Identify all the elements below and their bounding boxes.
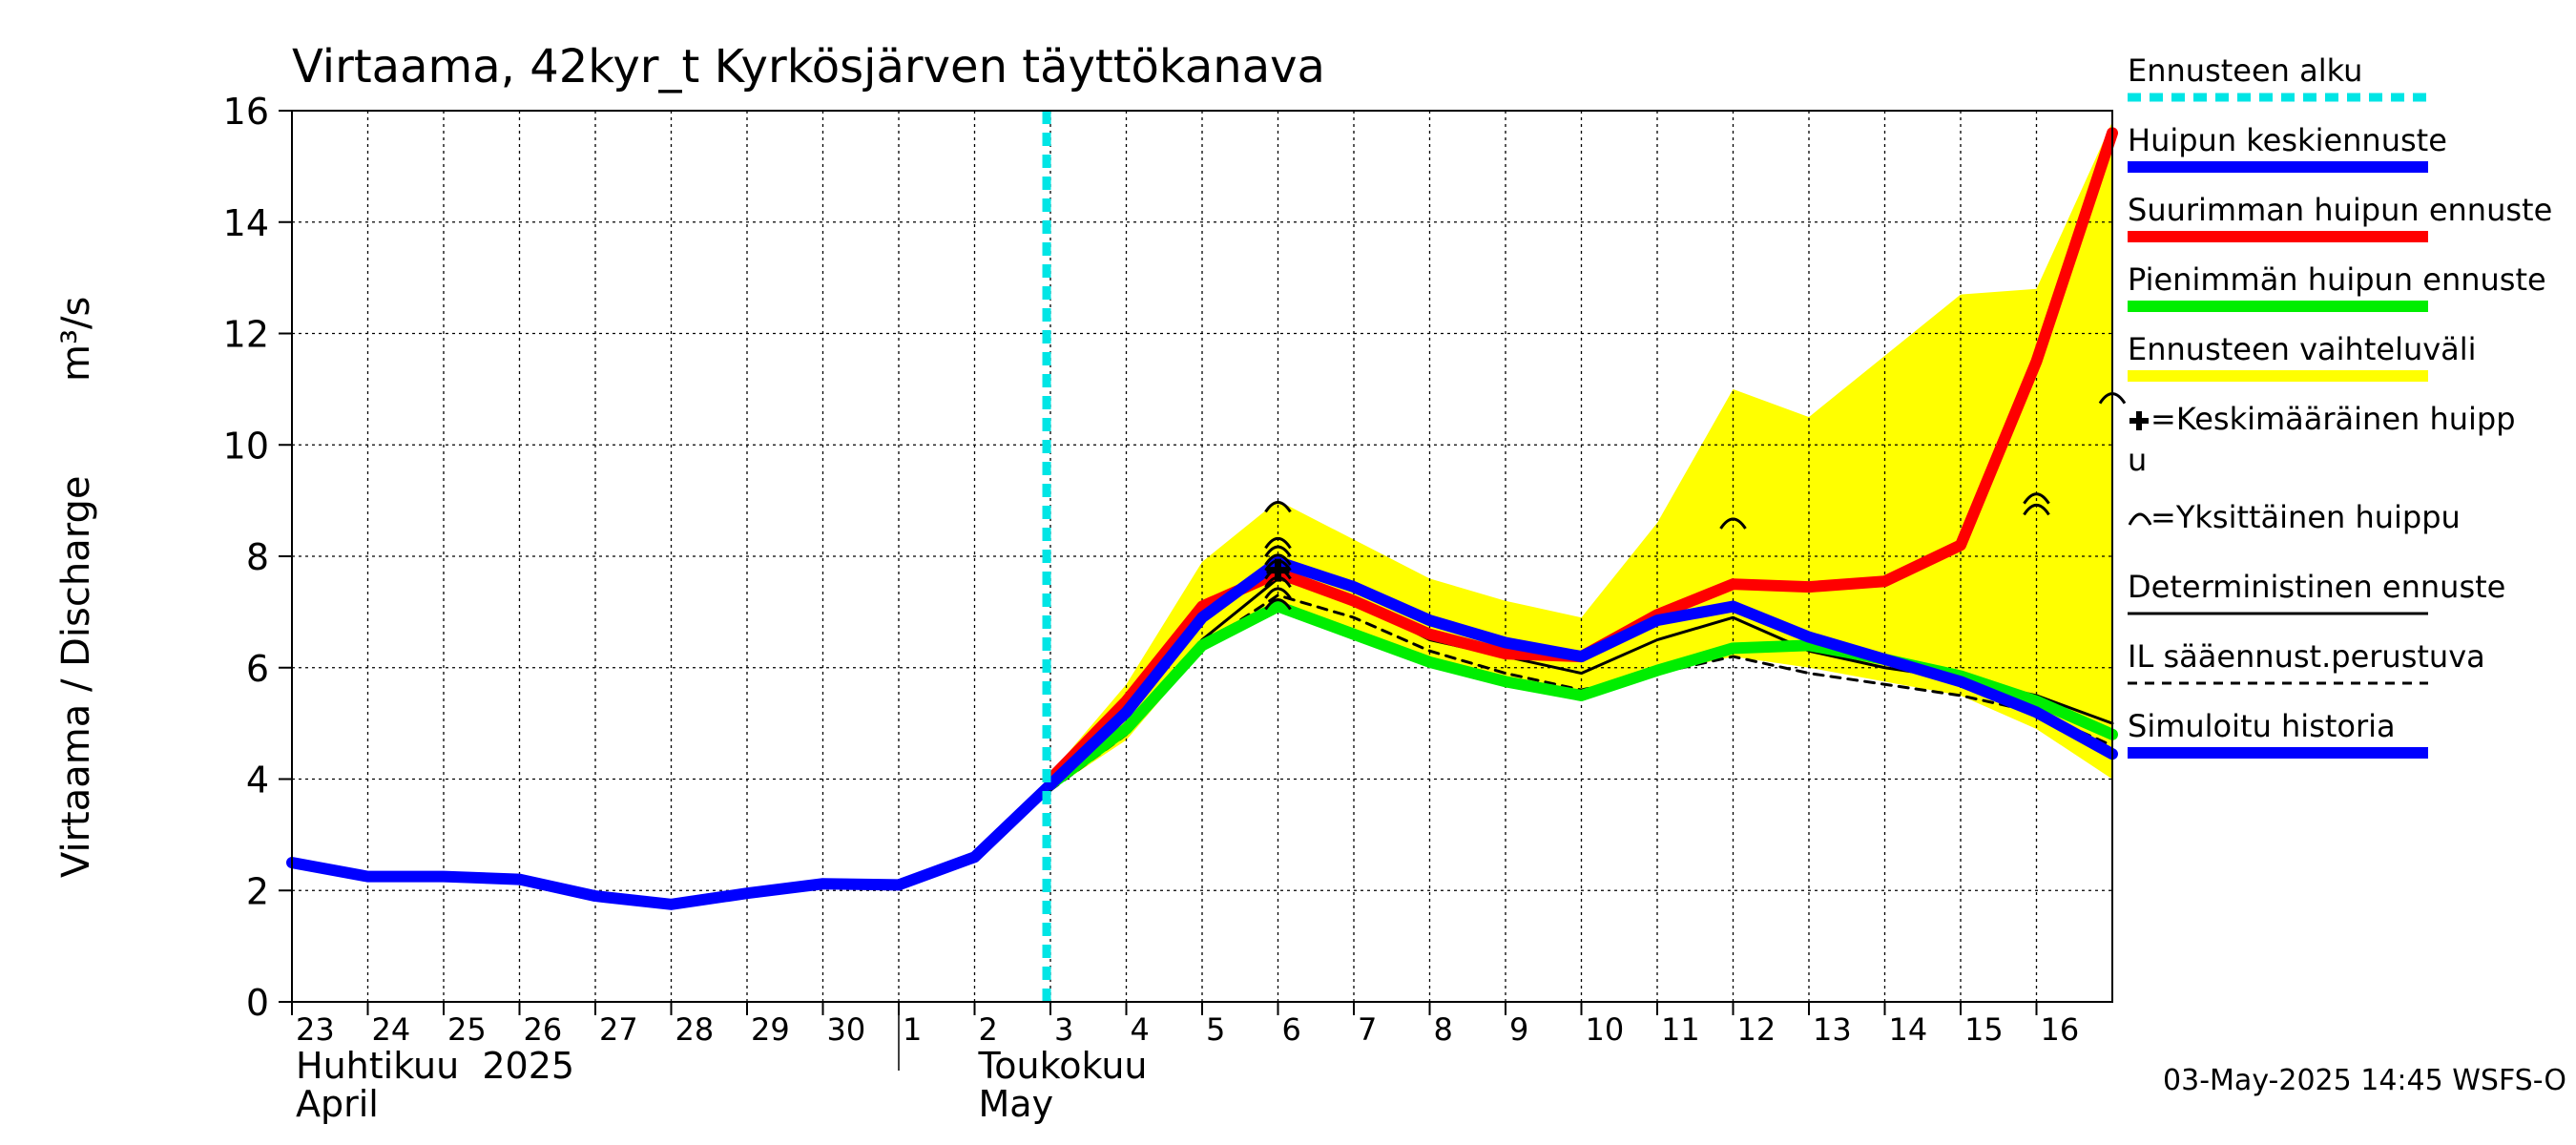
x-tick-label-12: 5 xyxy=(1206,1011,1225,1048)
legend-label-1: Huipun keskiennuste xyxy=(2128,122,2447,158)
month-label-en-0: April xyxy=(296,1083,379,1125)
series-line-0 xyxy=(286,779,1056,910)
x-tick-label-22: 15 xyxy=(1964,1011,2004,1048)
x-tick-label-4: 27 xyxy=(599,1011,638,1048)
y-axis-label: Virtaama / Discharge xyxy=(54,476,98,878)
y-tick-label-4: 8 xyxy=(246,536,269,578)
footer-timestamp: 03-May-2025 14:45 WSFS-O xyxy=(2163,1064,2566,1097)
y-tick-label-1: 2 xyxy=(246,870,269,912)
legend-entry-2: Suurimman huipun ennuste xyxy=(2128,192,2552,242)
legend-label-2: Suurimman huipun ennuste xyxy=(2128,192,2552,228)
x-tick-label-9: 2 xyxy=(979,1011,998,1048)
legend-label-8: IL sääennust.perustuva xyxy=(2128,638,2485,675)
x-tick-label-14: 7 xyxy=(1358,1011,1377,1048)
y-tick-label-7: 14 xyxy=(223,202,269,244)
x-tick-label-16: 9 xyxy=(1509,1011,1528,1048)
series-layer xyxy=(286,111,2118,1002)
single-peak-marker-9 xyxy=(1719,517,1747,530)
x-tick-label-1: 24 xyxy=(372,1011,411,1048)
single-peak-marker-3 xyxy=(1264,553,1292,566)
legend-label-9: Simuloitu historia xyxy=(2128,708,2396,744)
legend-entry-5: =Keskimääräinen huippu xyxy=(2128,401,2516,478)
legend-label-5: =Keskimääräinen huipp xyxy=(2150,401,2516,437)
chart-title: Virtaama, 42kyr_t Kyrkösjärven täyttökan… xyxy=(292,40,1325,94)
x-tick-label-7: 30 xyxy=(827,1011,866,1048)
y-tick-label-6: 12 xyxy=(223,314,269,356)
y-tick-label-5: 10 xyxy=(223,425,269,467)
single-peak-marker-8 xyxy=(1264,598,1292,611)
legend-entry-8: IL sääennust.perustuva xyxy=(2128,638,2485,685)
x-tick-label-18: 11 xyxy=(1661,1011,1700,1048)
legend-label2-5: u xyxy=(2128,442,2147,478)
single-peak-marker-7 xyxy=(1264,587,1292,599)
legend-label-7: Deterministinen ennuste xyxy=(2128,569,2505,605)
x-tick-label-17: 10 xyxy=(1586,1011,1625,1048)
x-tick-label-21: 14 xyxy=(1889,1011,1928,1048)
grid-layer xyxy=(292,111,2112,1002)
legend-entry-9: Simuloitu historia xyxy=(2128,708,2428,759)
month-label-fi-0: Huhtikuu 2025 xyxy=(296,1045,574,1087)
legend: Ennusteen alku Huipun keskiennuste Suurimm… xyxy=(2128,52,2552,759)
x-tick-label-0: 23 xyxy=(296,1011,335,1048)
series-line-5 xyxy=(1045,555,2118,791)
x-tick-label-6: 29 xyxy=(751,1011,790,1048)
legend-entry-4: Ennusteen vaihteluväli xyxy=(2128,331,2477,382)
legend-plus-icon xyxy=(2129,411,2149,430)
month-label-en-1: May xyxy=(979,1083,1054,1125)
x-tick-label-15: 8 xyxy=(1434,1011,1453,1048)
legend-entry-3: Pienimmän huipun ennuste xyxy=(2128,261,2546,312)
y-tick-label-0: 0 xyxy=(246,982,269,1024)
legend-arc-icon xyxy=(2128,512,2152,526)
x-tick-label-3: 26 xyxy=(524,1011,563,1048)
legend-entry-6: =Yksittäinen huippu xyxy=(2128,499,2461,535)
x-tick-label-19: 12 xyxy=(1737,1011,1776,1048)
legend-label-3: Pienimmän huipun ennuste xyxy=(2128,261,2546,298)
x-tick-label-23: 16 xyxy=(2041,1011,2080,1048)
single-peak-marker-11 xyxy=(2023,503,2050,516)
y-axis-unit: m³/s xyxy=(54,297,98,382)
single-peak-marker-1 xyxy=(1264,536,1292,550)
legend-entry-1: Huipun keskiennuste xyxy=(2128,122,2447,173)
single-peak-marker-0 xyxy=(1264,500,1292,513)
y-tick-label-3: 6 xyxy=(246,648,269,690)
legend-entry-7: Deterministinen ennuste xyxy=(2128,569,2505,615)
x-tick-label-5: 28 xyxy=(675,1011,715,1048)
y-tick-label-8: 16 xyxy=(223,91,269,133)
x-tick-label-10: 3 xyxy=(1054,1011,1073,1048)
x-tick-label-20: 13 xyxy=(1813,1011,1852,1048)
y-tick-label-2: 4 xyxy=(246,760,269,802)
x-tick-label-11: 4 xyxy=(1131,1011,1150,1048)
single-peak-marker-2 xyxy=(1264,545,1292,558)
month-label-fi-1: Toukokuu xyxy=(978,1045,1148,1087)
legend-label-0: Ennusteen alku xyxy=(2128,52,2362,89)
mean-peak-marker-0 xyxy=(1266,558,1290,582)
legend-entry-0: Ennusteen alku xyxy=(2128,52,2428,102)
legend-label-6: =Yksittäinen huippu xyxy=(2150,499,2461,535)
single-peak-marker-10 xyxy=(2023,492,2050,505)
x-tick-label-13: 6 xyxy=(1282,1011,1301,1048)
legend-label-4: Ennusteen vaihteluväli xyxy=(2128,331,2477,367)
x-tick-label-8: 1 xyxy=(903,1011,922,1048)
x-tick-label-2: 25 xyxy=(447,1011,487,1048)
